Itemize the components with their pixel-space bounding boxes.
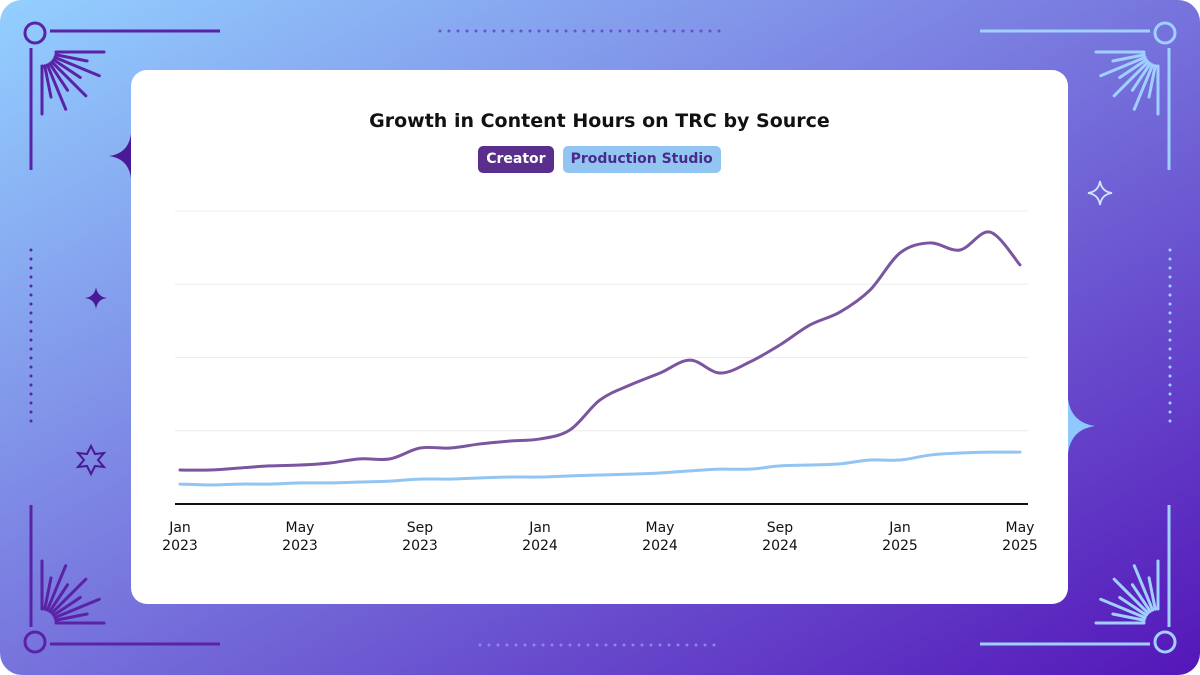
x-tick-label: May 2024	[642, 520, 678, 554]
x-tick-label: Jan 2025	[882, 520, 918, 554]
legend-item: Production Studio	[562, 146, 721, 173]
plot-area	[175, 210, 1028, 505]
legend: Creator Production Studio	[131, 146, 1068, 173]
x-tick-label: Jan 2023	[162, 520, 198, 554]
chart-card	[131, 70, 1068, 604]
x-tick-label: May 2023	[282, 520, 318, 554]
x-tick-label: Sep 2023	[402, 520, 438, 554]
x-tick-label: Jan 2024	[522, 520, 558, 554]
x-tick-label: May 2025	[1002, 520, 1038, 554]
x-tick-label: Sep 2024	[762, 520, 798, 554]
series-line	[178, 450, 1022, 487]
legend-item: Creator	[478, 146, 554, 173]
chart-title: Growth in Content Hours on TRC by Source	[369, 110, 830, 132]
star	[75, 443, 107, 477]
series-line	[178, 230, 1022, 472]
